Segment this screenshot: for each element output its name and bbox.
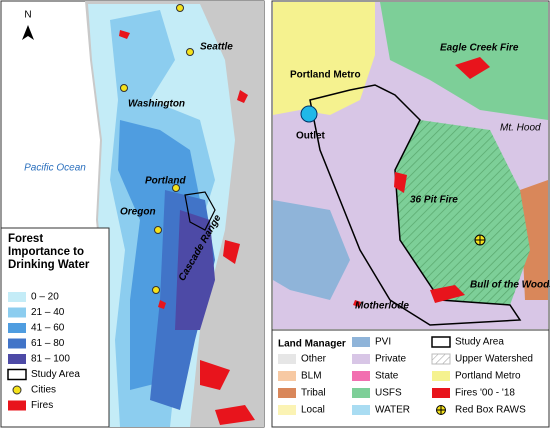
study-area [184, 191, 216, 231]
legend-label: Tribal [301, 388, 326, 399]
north-label: N [24, 10, 31, 21]
forest-highest [175, 210, 215, 330]
map-label: Oregon [120, 207, 156, 218]
legend-label: WATER [375, 405, 410, 416]
map-label: Outlet [296, 131, 326, 142]
legend-label: Portland Metro [455, 371, 521, 382]
legend-label: Upper Watershed [455, 354, 533, 365]
legend-label: 41 – 60 [31, 323, 65, 334]
legend-symbol [278, 405, 296, 415]
map-label: Eagle Creek Fire [440, 43, 519, 54]
city [172, 184, 180, 192]
legend-symbol [8, 400, 26, 411]
legend-label: 0 – 20 [31, 292, 59, 303]
city [120, 84, 128, 92]
legend-symbol [352, 388, 370, 398]
legend-symbol [7, 368, 27, 381]
legend-label: USFS [375, 388, 402, 399]
upper-watershed [395, 120, 530, 305]
legend-symbol [8, 307, 26, 318]
city [154, 226, 162, 234]
outlet-marker [300, 105, 318, 123]
legend-title: Land Manager [278, 339, 346, 350]
legend-symbol [352, 371, 370, 381]
legend-symbol [12, 385, 22, 395]
map-label: Mt. Hood [500, 123, 541, 134]
city [176, 4, 184, 12]
legend-label: Study Area [31, 369, 80, 380]
legend-label: BLM [301, 371, 322, 382]
map-label: Portland [145, 176, 186, 187]
tribal-area [520, 180, 548, 300]
metro-area [273, 2, 375, 115]
legend-symbol [432, 388, 450, 398]
map-label: Bull of the Woods [470, 280, 550, 291]
legend-label: 61 – 80 [31, 338, 65, 349]
raws-cross [475, 235, 485, 245]
legend-label: Fires '00 - '18 [455, 388, 515, 399]
legend-symbol [8, 354, 26, 364]
left-legend-title: Forest Importance to Drinking Water [8, 233, 90, 271]
map-label: Portland Metro [290, 70, 361, 81]
legend-symbol [352, 337, 370, 347]
legend-symbol [431, 336, 451, 348]
map-label: Seattle [200, 42, 233, 53]
legend-symbol [278, 388, 296, 398]
city [152, 286, 160, 294]
legend-label: Cities [31, 385, 56, 396]
city [186, 48, 194, 56]
legend-label: Other [301, 354, 327, 365]
legend-label: Study Area [455, 337, 504, 348]
legend-symbol [8, 323, 26, 333]
legend-symbol [352, 405, 370, 415]
legend-symbol [432, 371, 450, 381]
legend-label: State [375, 371, 399, 382]
legend-symbol [352, 354, 370, 364]
pvi-area [273, 200, 350, 300]
legend-label: Fires [31, 400, 53, 411]
map-label: 36 Pit Fire [410, 195, 458, 206]
right-map: Portland Metro Eagle Creek Fire Mt. Hood… [271, 0, 550, 428]
cities [120, 4, 194, 294]
map-label: Pacific Ocean [24, 163, 86, 174]
legend-symbol [278, 354, 296, 364]
study-area [309, 84, 522, 326]
legend-label: 81 – 100 [31, 354, 70, 365]
legend-label: PVI [375, 337, 391, 348]
north-arrow [22, 25, 34, 40]
legend-label: Red Box RAWS [455, 405, 526, 416]
legend-symbol [278, 371, 296, 381]
legend-symbol [437, 406, 445, 414]
legend-label: Local [301, 405, 325, 416]
legend-label: Private [375, 354, 407, 365]
legend-symbol [431, 353, 451, 365]
map-label: Washington [128, 99, 185, 110]
legend-label: 21 – 40 [31, 307, 65, 318]
map-label: Motherlode [355, 301, 409, 312]
usfs-north [380, 2, 548, 120]
legend-symbol [8, 292, 26, 302]
legend-symbol [8, 338, 26, 349]
